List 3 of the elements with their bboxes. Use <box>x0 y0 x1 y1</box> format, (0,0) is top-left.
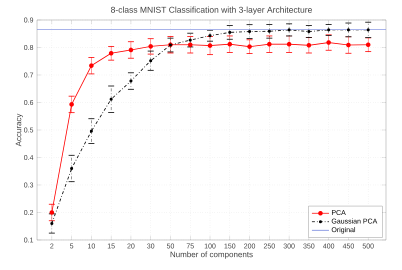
y-axis-title: Accuracy <box>16 114 23 146</box>
chart-title: 8-class MNIST Classification with 3-layer Architecture <box>111 6 312 14</box>
x-axis-title: Number of components <box>170 251 253 259</box>
